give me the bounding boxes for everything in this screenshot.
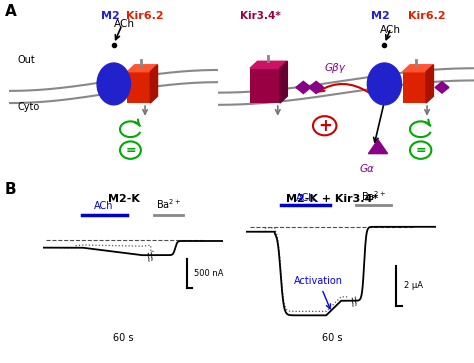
Text: Kir6.2: Kir6.2 bbox=[126, 11, 164, 21]
Ellipse shape bbox=[367, 63, 401, 105]
Polygon shape bbox=[402, 65, 433, 72]
Text: Kir3.4*: Kir3.4* bbox=[240, 11, 281, 21]
Polygon shape bbox=[426, 65, 433, 103]
Text: Kir6.2: Kir6.2 bbox=[408, 11, 446, 21]
FancyBboxPatch shape bbox=[402, 72, 426, 103]
Text: //: // bbox=[350, 296, 359, 308]
Text: A: A bbox=[5, 4, 17, 19]
Polygon shape bbox=[435, 82, 449, 93]
Text: //: // bbox=[146, 251, 155, 263]
Text: 500 nA: 500 nA bbox=[194, 269, 223, 278]
Text: +: + bbox=[318, 117, 332, 135]
Text: =: = bbox=[125, 144, 136, 157]
Polygon shape bbox=[309, 81, 324, 94]
Text: B: B bbox=[5, 182, 17, 196]
Text: M2: M2 bbox=[371, 11, 390, 21]
Text: Gβγ: Gβγ bbox=[325, 63, 346, 73]
Ellipse shape bbox=[97, 63, 130, 105]
Text: Ba$^{2+}$: Ba$^{2+}$ bbox=[361, 189, 386, 203]
Polygon shape bbox=[128, 65, 157, 72]
Text: ACh: ACh bbox=[94, 201, 114, 211]
Polygon shape bbox=[250, 61, 287, 68]
Text: 2 μA: 2 μA bbox=[404, 281, 423, 290]
Text: ACh: ACh bbox=[295, 193, 315, 203]
Text: ACh: ACh bbox=[114, 20, 135, 29]
Polygon shape bbox=[150, 65, 157, 103]
Text: ACh: ACh bbox=[380, 25, 401, 35]
FancyBboxPatch shape bbox=[128, 72, 150, 103]
Polygon shape bbox=[296, 81, 311, 94]
Text: Gα: Gα bbox=[360, 164, 375, 174]
Text: Activation: Activation bbox=[294, 276, 343, 309]
Text: =: = bbox=[415, 144, 426, 157]
Text: 60 s: 60 s bbox=[113, 333, 134, 343]
Text: Out: Out bbox=[18, 54, 36, 65]
Text: Ba$^{2+}$: Ba$^{2+}$ bbox=[156, 197, 182, 211]
Text: Cyto: Cyto bbox=[18, 102, 40, 111]
Polygon shape bbox=[280, 61, 287, 103]
Text: M2-K + Kir3.4*: M2-K + Kir3.4* bbox=[286, 194, 378, 204]
Text: M2-K: M2-K bbox=[108, 194, 140, 204]
Text: 60 s: 60 s bbox=[321, 333, 342, 343]
FancyBboxPatch shape bbox=[250, 68, 280, 103]
Polygon shape bbox=[368, 140, 388, 154]
Text: M2: M2 bbox=[101, 11, 120, 21]
